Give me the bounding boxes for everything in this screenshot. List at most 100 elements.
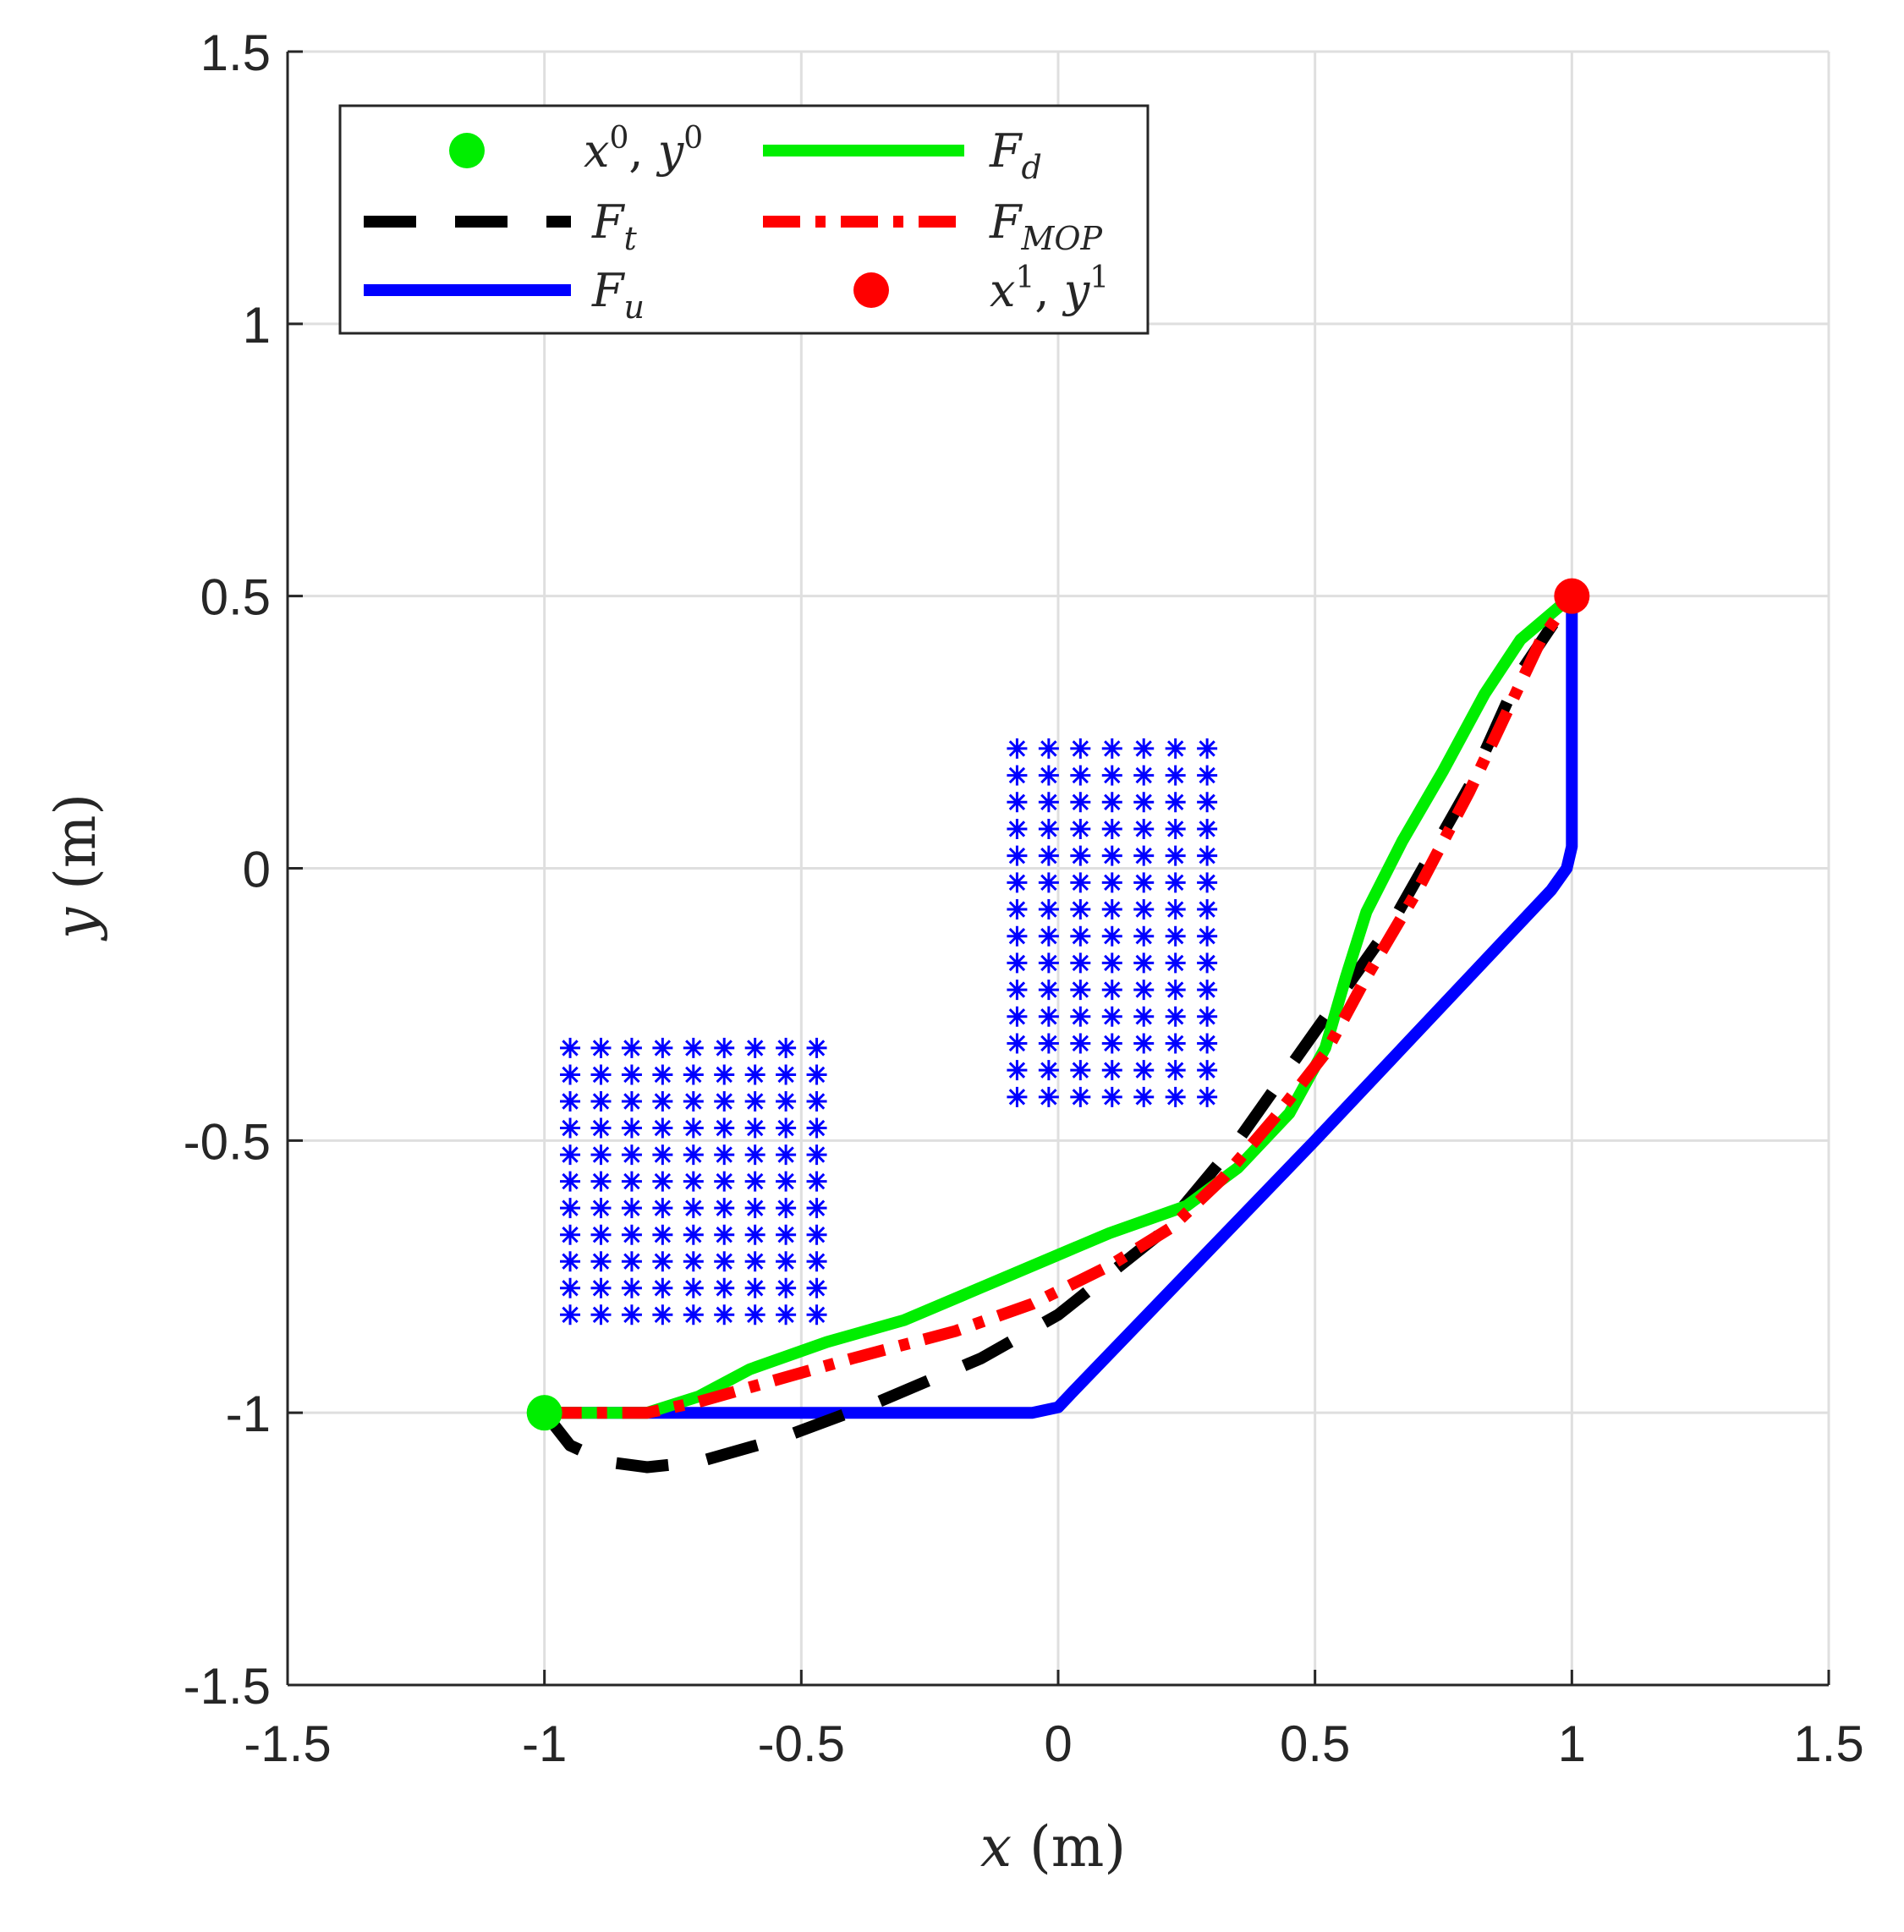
obstacle-marker bbox=[714, 1198, 735, 1219]
obstacle-marker bbox=[1007, 1086, 1028, 1107]
obstacle-marker bbox=[652, 1144, 673, 1166]
obstacle-marker bbox=[560, 1090, 581, 1111]
obstacle-marker bbox=[744, 1304, 765, 1326]
obstacle-marker bbox=[652, 1304, 673, 1326]
obstacle-marker bbox=[1038, 1006, 1059, 1027]
obstacle-marker bbox=[590, 1277, 612, 1298]
obstacle-marker bbox=[1007, 899, 1028, 920]
x-tick-label: 0.5 bbox=[1280, 1715, 1350, 1772]
obstacle-marker bbox=[806, 1064, 827, 1085]
obstacle-marker bbox=[621, 1090, 642, 1111]
obstacle-marker bbox=[560, 1304, 581, 1326]
obstacle-marker bbox=[744, 1224, 765, 1245]
obstacle-marker bbox=[1197, 792, 1218, 813]
obstacles bbox=[560, 738, 1218, 1326]
series-line-fu bbox=[544, 596, 1578, 1419]
obstacle-marker bbox=[560, 1224, 581, 1245]
obstacle-marker bbox=[714, 1251, 735, 1272]
y-axis-label: y (m) bbox=[43, 793, 108, 941]
obstacle-marker bbox=[744, 1171, 765, 1192]
x-tick-label: -1 bbox=[522, 1715, 567, 1772]
obstacle-marker bbox=[590, 1117, 612, 1139]
x-tick-label: 1.5 bbox=[1793, 1715, 1863, 1772]
obstacle-marker bbox=[1165, 792, 1186, 813]
obstacle-marker bbox=[652, 1224, 673, 1245]
obstacle-marker bbox=[776, 1224, 797, 1245]
obstacle-marker bbox=[621, 1037, 642, 1058]
obstacle-marker bbox=[621, 1277, 642, 1298]
legend: x0, y0 Fd Ft FMOP Fu x1, y1 bbox=[338, 104, 1150, 335]
obstacle-marker bbox=[1197, 1060, 1218, 1081]
obstacle-marker bbox=[1133, 980, 1155, 1001]
obstacle-marker bbox=[776, 1144, 797, 1166]
obstacle-marker bbox=[1007, 792, 1028, 813]
obstacle-marker bbox=[1007, 765, 1028, 786]
obstacle-marker bbox=[714, 1090, 735, 1111]
obstacle-marker bbox=[1007, 952, 1028, 974]
obstacle-marker bbox=[1038, 925, 1059, 947]
obstacle-marker bbox=[1165, 738, 1186, 759]
obstacle-marker bbox=[621, 1064, 642, 1085]
obstacle-marker bbox=[1070, 872, 1091, 893]
obstacle-marker bbox=[1007, 1060, 1028, 1081]
obstacle-marker bbox=[1070, 1006, 1091, 1027]
obstacle-marker bbox=[1133, 1086, 1155, 1107]
obstacle-marker bbox=[621, 1251, 642, 1272]
obstacle-marker bbox=[1165, 899, 1186, 920]
obstacle-marker bbox=[652, 1198, 673, 1219]
obstacle-marker bbox=[1165, 765, 1186, 786]
obstacle-marker bbox=[776, 1304, 797, 1326]
obstacle-marker bbox=[1101, 1060, 1122, 1081]
obstacle-marker bbox=[1038, 845, 1059, 866]
obstacle-marker bbox=[560, 1117, 581, 1139]
obstacle-marker bbox=[714, 1144, 735, 1166]
obstacle-marker bbox=[1165, 1086, 1186, 1107]
legend-swatch-start bbox=[449, 133, 485, 168]
obstacle-marker bbox=[714, 1304, 735, 1326]
obstacle-marker bbox=[1197, 925, 1218, 947]
obstacle-marker bbox=[1197, 1086, 1218, 1107]
obstacle-marker bbox=[1101, 899, 1122, 920]
x-axis-label: x (m) bbox=[980, 1814, 1126, 1880]
obstacle-marker bbox=[1133, 899, 1155, 920]
obstacle-marker bbox=[1070, 1060, 1091, 1081]
obstacle-marker bbox=[1165, 1060, 1186, 1081]
obstacle-marker bbox=[683, 1037, 704, 1058]
obstacle-marker bbox=[560, 1277, 581, 1298]
obstacle-marker bbox=[1101, 1006, 1122, 1027]
obstacle-marker bbox=[1038, 1086, 1059, 1107]
obstacle-marker bbox=[806, 1304, 827, 1326]
y-tick-label: 0.5 bbox=[200, 569, 271, 626]
obstacle-marker bbox=[806, 1117, 827, 1139]
obstacle-marker bbox=[806, 1198, 827, 1219]
obstacle-marker bbox=[683, 1064, 704, 1085]
obstacle-marker bbox=[652, 1251, 673, 1272]
obstacle-marker bbox=[590, 1171, 612, 1192]
obstacle-marker bbox=[560, 1198, 581, 1219]
obstacle-marker bbox=[806, 1090, 827, 1111]
obstacle-marker bbox=[683, 1277, 704, 1298]
x-tick-label: 0 bbox=[1044, 1715, 1072, 1772]
obstacle-marker bbox=[1197, 818, 1218, 839]
obstacle-marker bbox=[1007, 1033, 1028, 1054]
obstacle-marker bbox=[1070, 925, 1091, 947]
obstacle-marker bbox=[621, 1117, 642, 1139]
obstacle-marker bbox=[776, 1037, 797, 1058]
obstacle-marker bbox=[1070, 818, 1091, 839]
obstacle-marker bbox=[1101, 980, 1122, 1001]
obstacle-marker bbox=[714, 1117, 735, 1139]
legend-label-fu: Fu bbox=[591, 264, 645, 326]
obstacle-marker bbox=[806, 1037, 827, 1058]
obstacle-marker bbox=[1007, 738, 1028, 759]
obstacle-marker bbox=[744, 1090, 765, 1111]
obstacle-marker bbox=[1197, 845, 1218, 866]
obstacle-marker bbox=[1007, 872, 1028, 893]
obstacle-marker bbox=[1133, 1060, 1155, 1081]
obstacle-marker bbox=[1038, 980, 1059, 1001]
obstacle-marker bbox=[1038, 952, 1059, 974]
obstacle-marker bbox=[806, 1171, 827, 1192]
obstacle-marker bbox=[1133, 765, 1155, 786]
obstacle-marker bbox=[1101, 765, 1122, 786]
y-tick-label: -0.5 bbox=[184, 1113, 271, 1170]
obstacle-marker bbox=[744, 1277, 765, 1298]
